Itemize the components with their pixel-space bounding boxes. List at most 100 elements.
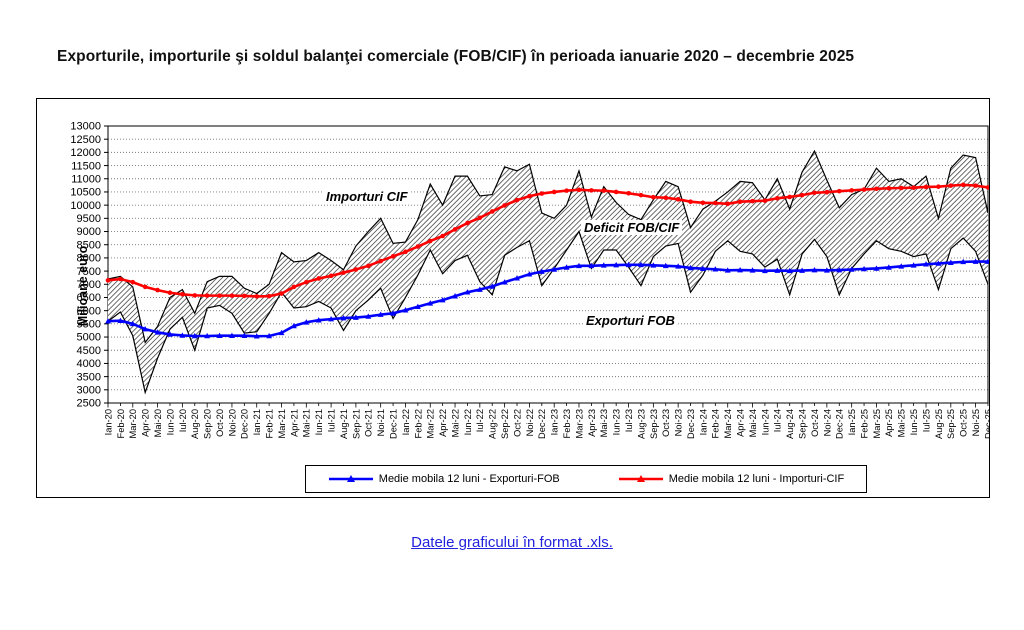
svg-text:Aug-22: Aug-22 [488, 409, 498, 439]
svg-text:Oct-23: Oct-23 [661, 409, 671, 437]
svg-text:Mar-24: Mar-24 [723, 409, 733, 438]
svg-text:Dec-25: Dec-25 [983, 409, 989, 439]
svg-text:Oct-25: Oct-25 [959, 409, 969, 437]
svg-text:Oct-20: Oct-20 [215, 409, 225, 437]
svg-text:Noi-24: Noi-24 [822, 409, 832, 436]
svg-text:10000: 10000 [70, 200, 101, 212]
svg-text:Aug-21: Aug-21 [339, 409, 349, 439]
svg-text:Feb-21: Feb-21 [265, 409, 275, 438]
svg-text:Mai-25: Mai-25 [897, 409, 907, 437]
svg-text:Iul-22: Iul-22 [475, 409, 485, 432]
svg-text:Oct-24: Oct-24 [810, 409, 820, 437]
svg-text:8500: 8500 [77, 239, 101, 251]
svg-text:Ian-22: Ian-22 [401, 409, 411, 435]
svg-text:11500: 11500 [71, 160, 101, 172]
svg-text:Ian-20: Ian-20 [103, 409, 113, 435]
svg-text:Oct-22: Oct-22 [512, 409, 522, 437]
svg-text:9500: 9500 [77, 213, 101, 225]
svg-text:Aug-20: Aug-20 [190, 409, 200, 439]
svg-text:Feb-23: Feb-23 [562, 409, 572, 438]
svg-text:Oct-21: Oct-21 [364, 409, 374, 437]
svg-text:8000: 8000 [77, 253, 101, 265]
svg-text:Mai-21: Mai-21 [302, 409, 312, 437]
svg-text:3500: 3500 [77, 371, 101, 383]
svg-text:Mar-22: Mar-22 [426, 409, 436, 438]
svg-text:Iun-21: Iun-21 [314, 409, 324, 435]
svg-text:Dec-20: Dec-20 [240, 409, 250, 439]
svg-text:Dec-23: Dec-23 [686, 409, 696, 439]
svg-text:Feb-20: Feb-20 [116, 409, 126, 438]
svg-text:10500: 10500 [70, 187, 101, 199]
svg-text:6500: 6500 [77, 292, 101, 304]
svg-text:Mai-22: Mai-22 [450, 409, 460, 437]
svg-text:Mai-20: Mai-20 [153, 409, 163, 437]
svg-text:12500: 12500 [70, 134, 101, 146]
svg-text:Mar-20: Mar-20 [128, 409, 138, 438]
svg-text:Aug-24: Aug-24 [785, 409, 795, 439]
svg-text:Aug-23: Aug-23 [636, 409, 646, 439]
svg-text:Iul-24: Iul-24 [773, 409, 783, 432]
svg-text:Ian-25: Ian-25 [847, 409, 857, 435]
annotation-exporturi-fob: Exporturi FOB [583, 313, 678, 328]
svg-text:Dec-22: Dec-22 [537, 409, 547, 439]
svg-text:Dec-21: Dec-21 [388, 409, 398, 439]
svg-text:Iul-23: Iul-23 [624, 409, 634, 432]
svg-text:7500: 7500 [77, 266, 101, 278]
svg-text:Sep-24: Sep-24 [797, 409, 807, 439]
svg-text:Apr-24: Apr-24 [736, 409, 746, 437]
legend-marker-imports-line-icon [618, 475, 663, 482]
legend-item-imports: Medie mobila 12 luni - Importuri-CIF [618, 473, 844, 485]
svg-text:3000: 3000 [77, 385, 101, 397]
svg-text:Mar-23: Mar-23 [574, 409, 584, 438]
svg-text:Mai-23: Mai-23 [599, 409, 609, 437]
legend-item-exports: Medie mobila 12 luni - Exporturi-FOB [328, 473, 560, 485]
svg-text:Iul-21: Iul-21 [326, 409, 336, 432]
link-row: Datele graficului în format .xls. [0, 534, 1024, 552]
svg-text:6000: 6000 [77, 305, 101, 317]
svg-text:Noi-25: Noi-25 [971, 409, 981, 436]
svg-text:Dec-24: Dec-24 [835, 409, 845, 439]
svg-text:Apr-21: Apr-21 [289, 409, 299, 437]
svg-text:Apr-25: Apr-25 [884, 409, 894, 437]
annotation-deficit-fob-cif: Deficit FOB/CIF [581, 220, 683, 235]
legend-label-exports: Medie mobila 12 luni - Exporturi-FOB [378, 473, 560, 485]
svg-text:7000: 7000 [77, 279, 101, 291]
chart-figure: Milioane euro 13000 12500 12000 11500 11000 1… [36, 98, 990, 498]
chart-legend: Medie mobila 12 luni - Exporturi-FOB Med… [305, 465, 867, 493]
svg-text:Apr-23: Apr-23 [587, 409, 597, 437]
svg-text:Iul-25: Iul-25 [921, 409, 931, 432]
svg-text:Noi-23: Noi-23 [674, 409, 684, 436]
svg-text:Iun-25: Iun-25 [909, 409, 919, 435]
svg-text:Feb-24: Feb-24 [711, 409, 721, 438]
svg-text:Ian-24: Ian-24 [698, 409, 708, 435]
svg-text:Ian-23: Ian-23 [550, 409, 560, 435]
svg-text:Iun-24: Iun-24 [760, 409, 770, 435]
svg-text:Apr-20: Apr-20 [141, 409, 151, 437]
svg-text:Mar-25: Mar-25 [872, 409, 882, 438]
svg-text:Sep-25: Sep-25 [946, 409, 956, 439]
svg-text:Sep-22: Sep-22 [500, 409, 510, 439]
svg-text:Iun-23: Iun-23 [612, 409, 622, 435]
svg-text:Ian-21: Ian-21 [252, 409, 262, 435]
svg-text:11000: 11000 [71, 173, 101, 185]
xls-download-link[interactable]: Datele graficului în format .xls. [411, 534, 613, 551]
annotation-importuri-cif: Importuri CIF [323, 189, 411, 204]
svg-text:Sep-23: Sep-23 [649, 409, 659, 439]
svg-text:Mai-24: Mai-24 [748, 409, 758, 437]
svg-text:Apr-22: Apr-22 [438, 409, 448, 437]
svg-text:2500: 2500 [77, 398, 101, 410]
legend-marker-exports-line-icon [328, 475, 373, 482]
svg-text:Noi-21: Noi-21 [376, 409, 386, 436]
svg-text:9000: 9000 [77, 226, 101, 238]
svg-text:Iun-20: Iun-20 [165, 409, 175, 435]
svg-text:Mar-21: Mar-21 [277, 409, 287, 438]
svg-text:Iun-22: Iun-22 [463, 409, 473, 435]
svg-text:Sep-20: Sep-20 [203, 409, 213, 439]
legend-label-imports: Medie mobila 12 luni - Importuri-CIF [668, 473, 845, 485]
svg-text:Feb-22: Feb-22 [413, 409, 423, 438]
svg-text:12000: 12000 [70, 147, 101, 159]
svg-text:4500: 4500 [77, 345, 101, 357]
svg-text:Noi-22: Noi-22 [525, 409, 535, 436]
svg-text:13000: 13000 [70, 121, 101, 133]
